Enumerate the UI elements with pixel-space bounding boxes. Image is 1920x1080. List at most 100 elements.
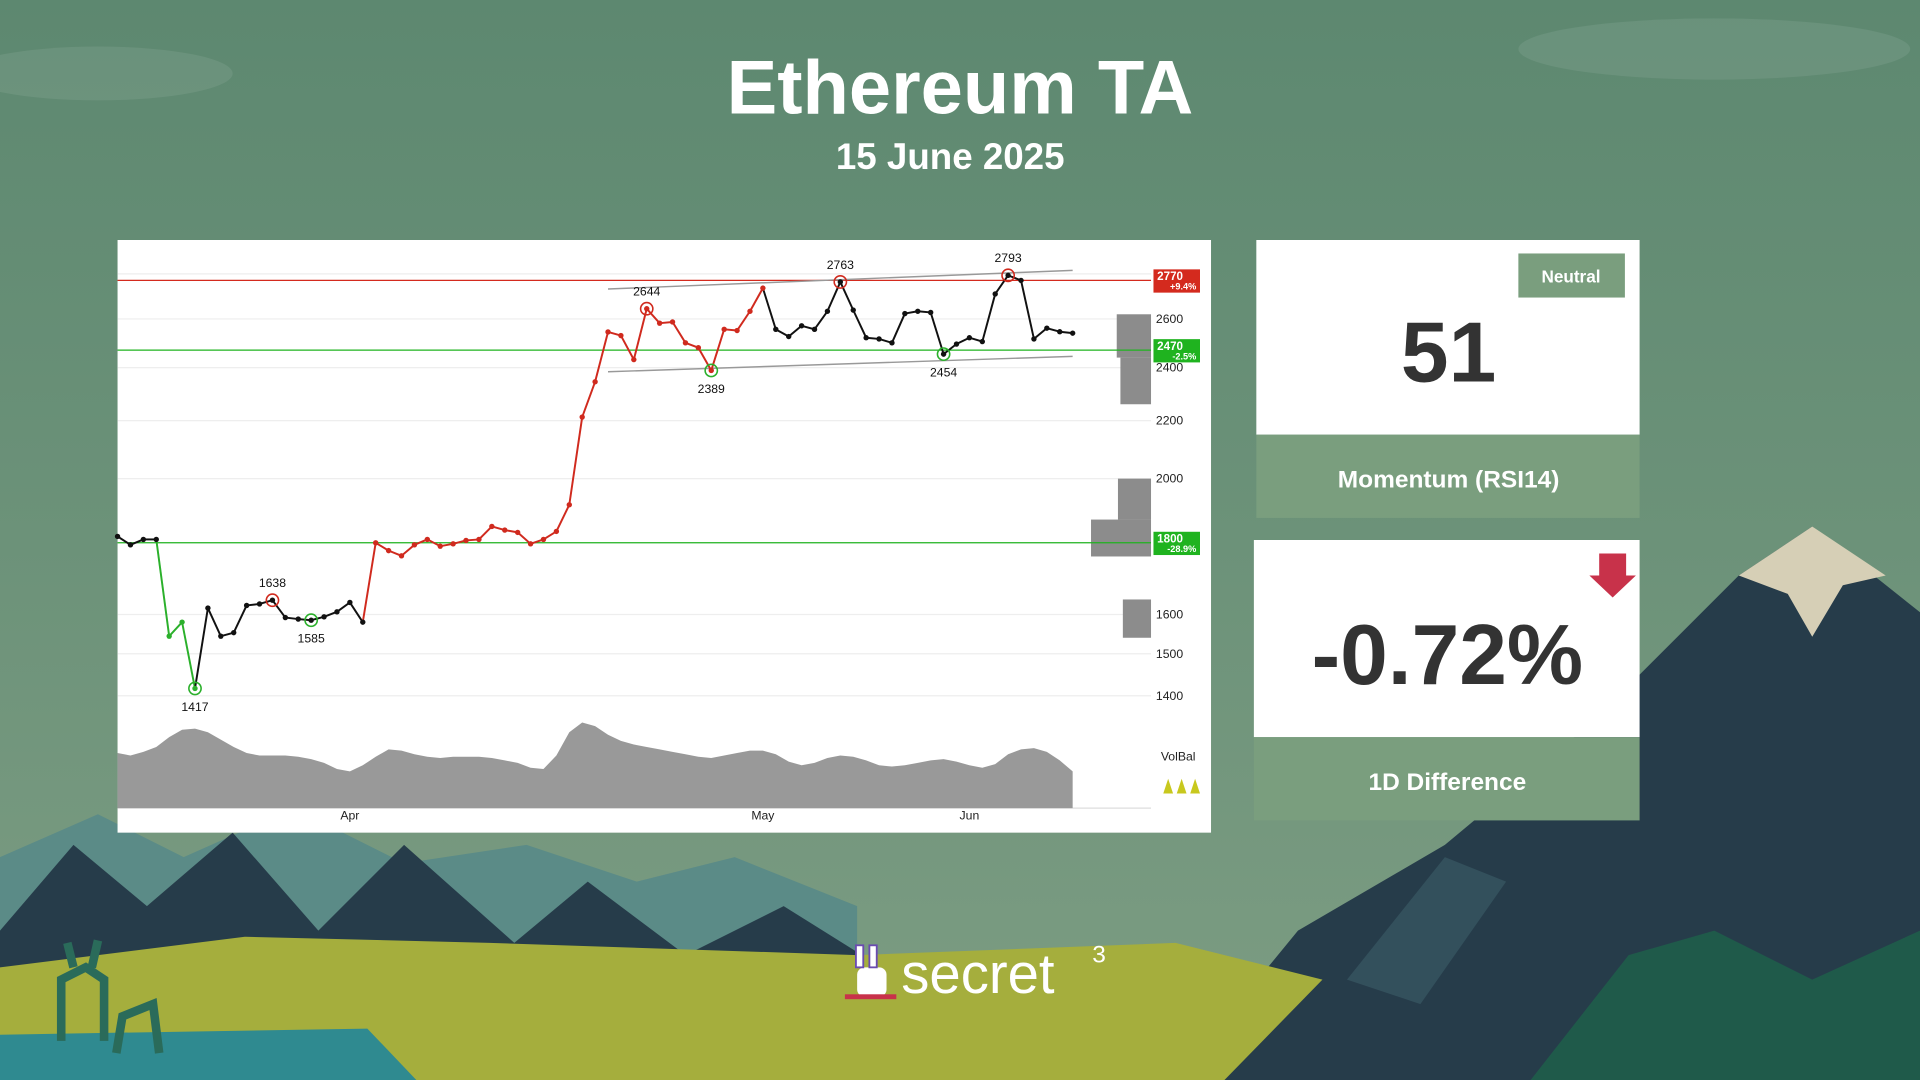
- volume-profile-bar: [1091, 519, 1152, 557]
- point: [889, 340, 895, 346]
- chart-panel: [117, 240, 1212, 833]
- volume-label: VolBal: [1161, 750, 1196, 764]
- line-segment: [581, 381, 597, 418]
- rsi-badge-text: Neutral: [1542, 267, 1601, 287]
- rsi-badge: [1518, 253, 1625, 298]
- point: [915, 308, 921, 314]
- line-segment: [517, 531, 532, 545]
- point: [927, 309, 934, 316]
- point: [308, 617, 314, 623]
- brand-logo: secret 3: [844, 942, 1106, 1005]
- point: [695, 345, 702, 351]
- line-segment: [271, 599, 287, 619]
- level-change: -28.9%: [1167, 544, 1196, 554]
- point: [514, 529, 521, 536]
- point: [656, 320, 663, 326]
- point: [850, 307, 856, 313]
- point: [1057, 329, 1063, 335]
- point: [385, 547, 392, 554]
- point: [876, 336, 882, 342]
- point: [824, 308, 831, 314]
- rsi-label: Momentum (RSI14): [1338, 467, 1560, 494]
- y-tick-label: 2600: [1156, 312, 1183, 326]
- point: [708, 367, 714, 374]
- pivot-marker: [833, 275, 848, 289]
- point: [721, 326, 727, 333]
- point: [437, 543, 443, 549]
- forest: [1530, 930, 1920, 1080]
- pivot-label: 2454: [930, 365, 957, 379]
- pivot-marker: [936, 347, 951, 362]
- point: [966, 335, 973, 341]
- line-segment: [361, 542, 377, 623]
- y-tick-label: 1600: [1156, 607, 1183, 621]
- pivot-marker: [265, 593, 280, 608]
- point: [669, 319, 676, 325]
- line-segment: [207, 607, 222, 637]
- point: [347, 599, 353, 606]
- volbal-arrow: [1190, 778, 1201, 794]
- line-segment: [232, 605, 248, 634]
- line-segment: [749, 287, 764, 312]
- point: [372, 540, 379, 546]
- rabbit-ear: [855, 944, 865, 969]
- point: [605, 329, 611, 335]
- point: [798, 323, 805, 329]
- line-segment: [594, 331, 609, 383]
- point: [321, 614, 327, 620]
- line-segment: [1020, 280, 1035, 340]
- pivot-marker: [639, 301, 654, 316]
- line-segment: [761, 287, 777, 330]
- point: [256, 601, 263, 607]
- volbal-arrow: [1176, 778, 1187, 794]
- diff-card: [1253, 540, 1640, 738]
- line-segment: [155, 539, 171, 637]
- snow-cap: [1738, 526, 1886, 637]
- point: [218, 633, 224, 639]
- point: [527, 541, 534, 547]
- y-tick-label: 2000: [1156, 472, 1183, 486]
- trendline: [607, 355, 1073, 373]
- point: [476, 536, 482, 543]
- level-tag: [1153, 269, 1201, 293]
- pivot-label: 1417: [181, 700, 208, 714]
- line-segment: [852, 309, 868, 339]
- page-date: 15 June 2025: [836, 136, 1065, 177]
- volbal-arrow: [1163, 778, 1174, 794]
- point: [424, 536, 431, 543]
- line-segment: [839, 281, 855, 311]
- point: [463, 537, 469, 544]
- point: [205, 605, 211, 611]
- point: [231, 629, 237, 636]
- rabbit-body: [857, 967, 887, 997]
- point: [411, 542, 418, 548]
- point: [153, 536, 159, 543]
- brand-sup: 3: [1092, 942, 1106, 969]
- line-segment: [645, 308, 661, 324]
- line-segment: [620, 335, 635, 361]
- x-tick-label: May: [751, 809, 775, 823]
- point: [334, 609, 340, 615]
- point: [579, 414, 585, 420]
- point: [902, 310, 908, 317]
- pivot-label: 1638: [259, 576, 286, 590]
- rabbit-base: [844, 994, 897, 1000]
- line-segment: [168, 621, 183, 637]
- point: [1005, 272, 1011, 279]
- brand-name: secret: [901, 942, 1055, 1005]
- point: [179, 619, 185, 625]
- rsi-card-footer: [1256, 434, 1640, 518]
- diff-label: 1D Difference: [1368, 769, 1526, 796]
- line-segment: [826, 281, 842, 312]
- point: [644, 306, 650, 312]
- point: [295, 616, 301, 622]
- line-segment: [632, 308, 648, 360]
- point: [166, 633, 172, 639]
- y-tick-label: 1400: [1156, 689, 1183, 703]
- line-segment: [400, 544, 416, 557]
- point: [269, 597, 276, 603]
- volume-profile-bar: [1122, 599, 1152, 638]
- point: [682, 340, 689, 346]
